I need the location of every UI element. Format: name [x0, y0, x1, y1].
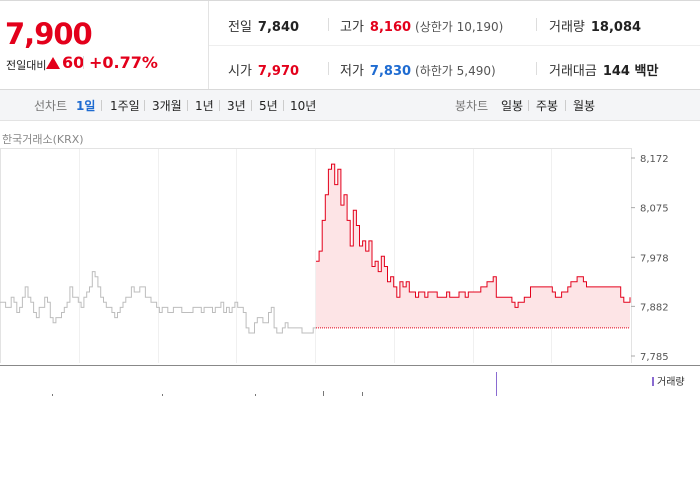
- open-value: 7,970: [257, 64, 300, 79]
- period-daily[interactable]: 일봉: [501, 99, 524, 113]
- low-label: 저가: [340, 64, 364, 79]
- low-price: 저가 7,830 (하한가 5,490): [340, 60, 496, 79]
- up-triangle-icon: [46, 57, 60, 69]
- current-price: 7,900: [5, 17, 93, 51]
- divider: [83, 56, 84, 69]
- divider: [536, 18, 537, 31]
- volume-ticks: [52, 372, 497, 396]
- low-value: 7,830: [369, 64, 412, 79]
- row-divider: [209, 45, 700, 46]
- high-value: 8,160: [369, 20, 412, 35]
- divider: [187, 100, 188, 111]
- price-chart: 8,172 8,075 7,978 7,882 7,785: [0, 148, 669, 363]
- plot-frame: [0, 148, 632, 363]
- period-1y[interactable]: 1년: [195, 99, 214, 113]
- y-tick-label: 8,172: [640, 154, 669, 165]
- candle-chart-label: 봉차트: [455, 99, 489, 113]
- divider: [565, 100, 566, 111]
- volume-swatch: [652, 377, 654, 386]
- divider: [536, 62, 537, 75]
- volume-bar: [362, 392, 363, 396]
- divider: [283, 100, 284, 111]
- change-amount-value: 60: [62, 53, 85, 72]
- prev-close-value: 7,840: [257, 20, 300, 35]
- data-source: 한국거래소(KRX): [2, 133, 84, 146]
- change-amount: 60: [46, 53, 84, 72]
- divider: [144, 100, 145, 111]
- prev-close: 전일 7,840: [228, 16, 299, 35]
- change-percent: +0.77%: [89, 53, 158, 72]
- turnover: 거래대금 144 백만: [549, 60, 658, 79]
- volume-bar: [323, 391, 324, 396]
- volume-bars: [52, 372, 497, 396]
- volume-bar: [496, 372, 497, 396]
- period-3m[interactable]: 3개월: [152, 99, 182, 113]
- divider: [328, 18, 329, 31]
- period-1d[interactable]: 1일: [76, 99, 96, 113]
- lower-limit: (하한가 5,490): [415, 64, 496, 78]
- volume-bar: [52, 394, 53, 396]
- period-3y[interactable]: 3년: [227, 99, 246, 113]
- high-label: 고가: [340, 20, 364, 35]
- divider: [251, 100, 252, 111]
- volume-label: 거래량: [549, 20, 585, 35]
- chart-period-nav: 선차트 1일 1주일 3개월 1년 3년 5년 10년 봉차트 일봉 주봉 월봉: [0, 90, 700, 121]
- period-monthly[interactable]: 월봉: [573, 99, 596, 113]
- chart-bottom-axis: [0, 365, 700, 366]
- today-price-line: [316, 163, 631, 308]
- volume-value: 18,084: [590, 20, 642, 35]
- y-axis-ticks: 8,172 8,075 7,978 7,882 7,785: [631, 154, 669, 363]
- y-tick-label: 7,785: [640, 352, 669, 363]
- prev-day-price-line: [0, 271, 316, 334]
- turnover-label: 거래대금: [549, 64, 597, 79]
- divider: [219, 100, 220, 111]
- period-10y[interactable]: 10년: [290, 99, 317, 113]
- period-5y[interactable]: 5년: [259, 99, 278, 113]
- line-chart-label: 선차트: [34, 99, 68, 113]
- volume-bar: [162, 394, 163, 396]
- volume-bar: [255, 394, 256, 396]
- open-price: 시가 7,970: [228, 60, 299, 79]
- y-tick-label: 7,978: [640, 253, 669, 264]
- volume-legend-label: 거래량: [657, 377, 685, 388]
- divider: [328, 62, 329, 75]
- turnover-value: 144 백만: [602, 64, 659, 79]
- y-tick-label: 8,075: [640, 204, 669, 215]
- period-1w[interactable]: 1주일: [110, 99, 140, 113]
- chart-grid: [79, 148, 552, 363]
- price-box: 7,900 전일대비 60 +0.77%: [0, 1, 209, 89]
- open-label: 시가: [228, 64, 252, 79]
- volume-legend: 거래량: [652, 373, 685, 388]
- y-tick-label: 7,882: [640, 302, 669, 313]
- volume: 거래량 18,084: [549, 16, 641, 35]
- period-weekly[interactable]: 주봉: [536, 99, 559, 113]
- upper-limit: (상한가 10,190): [415, 20, 504, 34]
- divider: [101, 100, 102, 111]
- quote-summary: 7,900 전일대비 60 +0.77% 전일 7,840 고가 8,160 (상한가…: [0, 0, 700, 90]
- prev-close-label: 전일: [228, 20, 252, 35]
- divider: [528, 100, 529, 111]
- high-price: 고가 8,160 (상한가 10,190): [340, 16, 503, 35]
- change-label: 전일대비: [6, 59, 47, 72]
